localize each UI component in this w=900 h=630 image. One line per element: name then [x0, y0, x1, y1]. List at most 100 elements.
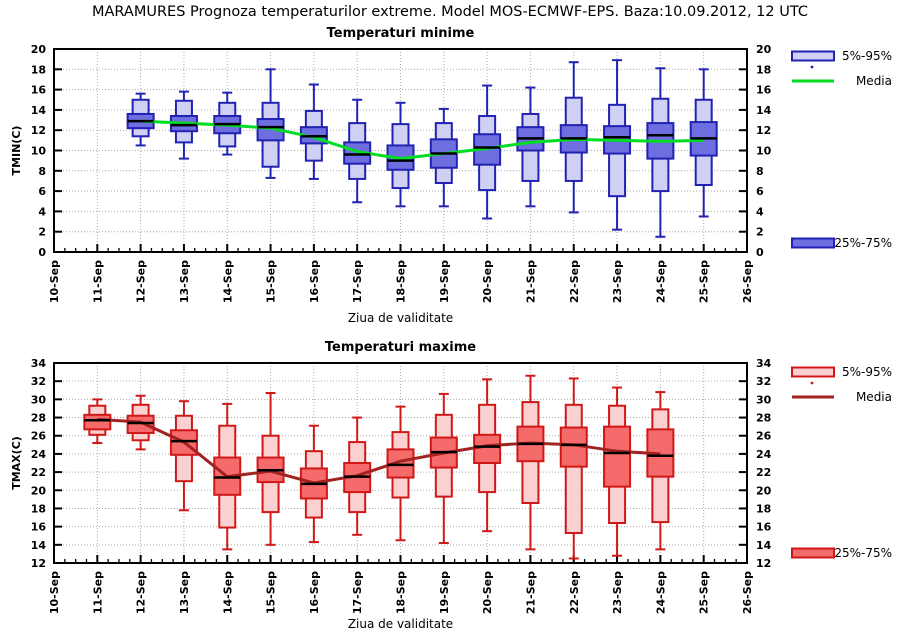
svg-text:28: 28 [31, 412, 46, 425]
svg-text:16: 16 [756, 521, 772, 534]
svg-text:16-Sep: 16-Sep [308, 571, 321, 614]
tmin-chart: 0 0 2 2 4 4 6 6 8 8 10 10 12 12 14 14 16 16 18 18 20 20 10-Sep… [10, 26, 892, 325]
svg-text:2: 2 [38, 226, 46, 239]
svg-text:12-Sep: 12-Sep [135, 571, 148, 614]
tmax-box-24-Sep [646, 391, 675, 551]
tmin-plot-border [53, 48, 748, 253]
svg-text:21-Sep: 21-Sep [524, 571, 537, 614]
svg-text:16: 16 [31, 521, 47, 534]
svg-text:23-Sep: 23-Sep [611, 571, 624, 614]
svg-text:20-Sep: 20-Sep [481, 571, 494, 614]
tmin-y-tick-labels: 0 0 2 2 4 4 6 6 8 8 10 10 12 12 14 14 16 16 18 18 20 20 [31, 43, 772, 259]
tmax-whisker-13-Sep [178, 400, 189, 512]
svg-text:14: 14 [756, 104, 772, 117]
tmax-box-22-Sep [559, 377, 588, 560]
tmax-box-18-Sep [386, 405, 415, 542]
svg-text:24-Sep: 24-Sep [654, 571, 667, 614]
tmax-inner-box-23-Sep [603, 425, 632, 488]
tmin-legend: 5%-95% Media 25%-75% [791, 49, 892, 250]
svg-text:15-Sep: 15-Sep [265, 571, 278, 614]
svg-text:8: 8 [756, 165, 764, 178]
tmax-subtitle: Temperaturi maxime [325, 340, 476, 355]
svg-text:16-Sep: 16-Sep [308, 260, 321, 303]
svg-text:22-Sep: 22-Sep [568, 260, 581, 303]
svg-text:20-Sep: 20-Sep [481, 260, 494, 303]
tmin-legend-inner-swatch [791, 237, 835, 249]
tmax-legend-inner-label: 25%-75% [834, 546, 892, 560]
svg-text:8: 8 [38, 165, 46, 178]
svg-text:17-Sep: 17-Sep [351, 571, 364, 614]
svg-text:2: 2 [756, 226, 764, 239]
tmax-inner-box-12-Sep [126, 414, 155, 434]
svg-text:19-Sep: 19-Sep [438, 260, 451, 303]
svg-text:28: 28 [756, 412, 771, 425]
tmax-whisker-18-Sep [395, 405, 406, 542]
tmin-box-12-Sep [126, 92, 155, 147]
svg-text:11-Sep: 11-Sep [91, 571, 104, 614]
svg-text:21-Sep: 21-Sep [524, 260, 537, 303]
tmin-box-15-Sep [256, 68, 285, 179]
tmax-plot-border [53, 362, 748, 564]
svg-text:19-Sep: 19-Sep [438, 571, 451, 614]
tmin-y-axis-label: TMIN(C) [10, 126, 23, 176]
tmax-whisker-24-Sep [655, 391, 666, 551]
svg-text:25-Sep: 25-Sep [698, 260, 711, 303]
svg-text:20: 20 [31, 43, 47, 56]
page-title: MARAMURES Prognoza temperaturilor extrem… [92, 4, 808, 20]
svg-text:12: 12 [756, 124, 771, 137]
tmin-box-18-Sep [386, 101, 415, 208]
svg-text:18: 18 [756, 63, 771, 76]
svg-text:18-Sep: 18-Sep [395, 260, 408, 303]
svg-text:14: 14 [756, 539, 772, 552]
svg-text:24-Sep: 24-Sep [654, 260, 667, 303]
tmax-whisker-16-Sep [308, 424, 319, 544]
tmax-legend: 5%-95% Media 25%-75% [791, 365, 892, 560]
svg-text:20: 20 [31, 484, 47, 497]
svg-text:16: 16 [756, 84, 772, 97]
tmin-whisker-21-Sep [525, 86, 536, 208]
tmax-whisker-21-Sep [525, 374, 536, 551]
tmax-whisker-17-Sep [352, 416, 363, 536]
tmin-box-20-Sep [473, 84, 502, 220]
tmax-whisker-20-Sep [482, 378, 493, 533]
svg-text:34: 34 [756, 357, 772, 370]
tmin-box-16-Sep [299, 83, 328, 180]
svg-text:22: 22 [31, 466, 46, 479]
tmax-y-axis-label: TMAX(C) [10, 436, 23, 490]
svg-text:14-Sep: 14-Sep [221, 571, 234, 614]
svg-text:18-Sep: 18-Sep [395, 571, 408, 614]
tmin-x-axis-label: Ziua de validitate [348, 311, 453, 325]
svg-text:20: 20 [756, 484, 772, 497]
svg-text:6: 6 [38, 185, 46, 198]
svg-text:11-Sep: 11-Sep [91, 260, 104, 303]
svg-text:20: 20 [756, 43, 772, 56]
tmax-outer-box-22-Sep [564, 403, 583, 534]
tmin-legend-inner-label: 25%-75% [834, 236, 892, 250]
tmax-x-tick-labels: 10-Sep 11-Sep 12-Sep 13-Sep 14-Sep 15-Sep 16-S… [48, 571, 754, 614]
svg-text:25-Sep: 25-Sep [698, 571, 711, 614]
tmin-whisker-22-Sep [568, 61, 579, 214]
tmax-box-19-Sep [429, 392, 458, 544]
tmin-x-tick-labels: 10-Sep 11-Sep 12-Sep 13-Sep 14-Sep 15-Sep 16-S… [48, 260, 754, 303]
svg-text:15-Sep: 15-Sep [265, 260, 278, 303]
svg-text:6: 6 [756, 185, 764, 198]
svg-text:12: 12 [31, 124, 46, 137]
tmax-whisker-12-Sep [135, 394, 146, 451]
svg-text:0: 0 [38, 246, 46, 259]
tmin-whisker-14-Sep [222, 91, 233, 156]
svg-text:17-Sep: 17-Sep [351, 260, 364, 303]
tmax-whisker-15-Sep [265, 392, 276, 546]
svg-text:24: 24 [31, 448, 47, 461]
tmax-legend-outlier-dot [810, 381, 814, 385]
tmax-whisker-19-Sep [438, 392, 449, 544]
svg-text:13-Sep: 13-Sep [178, 571, 191, 614]
tmin-whisker-13-Sep [178, 90, 189, 160]
tmax-legend-outer-swatch [791, 366, 835, 378]
tmin-whisker-18-Sep [395, 101, 406, 208]
svg-text:0: 0 [756, 246, 764, 259]
svg-text:24: 24 [756, 448, 772, 461]
tmin-box-23-Sep [603, 59, 632, 231]
svg-text:26-Sep: 26-Sep [741, 571, 754, 614]
tmax-whisker-14-Sep [222, 402, 233, 551]
svg-text:26: 26 [31, 430, 47, 443]
